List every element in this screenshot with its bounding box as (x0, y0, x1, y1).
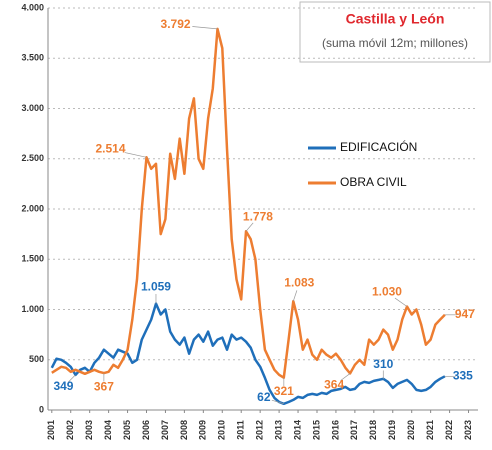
x-tick-label: 2006 (141, 420, 151, 440)
y-tick-label: 1.500 (21, 254, 44, 264)
x-tick-label: 2002 (65, 420, 75, 440)
x-tick-label: 2011 (236, 420, 246, 440)
x-tick-label: 2008 (179, 420, 189, 440)
x-tick-label: 2021 (425, 420, 435, 440)
x-tick-label: 2017 (349, 420, 359, 440)
x-tick-label: 2003 (84, 420, 94, 440)
x-tick-label: 2012 (255, 420, 265, 440)
x-tick-label: 2016 (330, 420, 340, 440)
data-label: 364 (324, 378, 344, 392)
x-tick-label: 2014 (292, 420, 302, 440)
legend-label: OBRA CIVIL (340, 175, 407, 189)
leader-line (394, 297, 408, 307)
y-tick-label: 4.000 (21, 2, 44, 12)
data-label: 310 (373, 357, 393, 371)
data-label: 335 (453, 369, 473, 383)
x-tick-label: 2005 (122, 420, 132, 440)
leader-line (124, 152, 147, 158)
data-label: 349 (53, 379, 73, 393)
x-tick-label: 2019 (387, 420, 397, 440)
data-label: 2.514 (95, 142, 125, 156)
y-tick-label: 500 (29, 354, 44, 364)
series-line (50, 302, 446, 406)
data-label: 1.778 (243, 209, 273, 223)
leader-line (245, 222, 254, 232)
chart-subtitle: (suma móvil 12m; millones) (322, 36, 468, 50)
y-tick-label: 3.500 (21, 53, 44, 63)
leader-line (292, 290, 298, 302)
data-label: 1.030 (372, 285, 402, 299)
series-line (51, 27, 446, 379)
x-tick-label: 2009 (198, 420, 208, 440)
data-label: 62 (257, 390, 271, 404)
leader-line (68, 374, 76, 383)
leader-line (271, 399, 284, 405)
x-tick-label: 2007 (160, 420, 170, 440)
y-tick-label: 0 (39, 404, 44, 414)
y-tick-label: 2.500 (21, 153, 44, 163)
chart-title: Castilla y León (346, 11, 445, 27)
data-label: 321 (274, 384, 294, 398)
data-label: 1.083 (284, 275, 314, 289)
data-label: 1.059 (141, 280, 171, 294)
y-tick-label: 1.000 (21, 304, 44, 314)
title-box (299, 1, 491, 63)
data-label: 947 (455, 307, 475, 321)
leader-line (340, 373, 351, 381)
x-tick-label: 2023 (463, 420, 473, 440)
x-tick-label: 2001 (46, 420, 56, 440)
y-tick-label: 2.000 (21, 203, 44, 213)
x-tick-label: 2004 (103, 420, 113, 440)
data-label: 3.792 (161, 17, 191, 31)
y-tick-label: 3.000 (21, 103, 44, 113)
x-tick-label: 2020 (406, 420, 416, 440)
x-tick-label: 2010 (217, 420, 227, 440)
legend-label: EDIFICACIÓN (340, 139, 417, 154)
x-tick-label: 2013 (273, 420, 283, 440)
data-label: 367 (94, 379, 114, 393)
x-tick-label: 2018 (368, 420, 378, 440)
leader-line (192, 26, 218, 30)
x-tick-label: 2022 (444, 420, 454, 440)
x-tick-label: 2015 (311, 420, 321, 440)
